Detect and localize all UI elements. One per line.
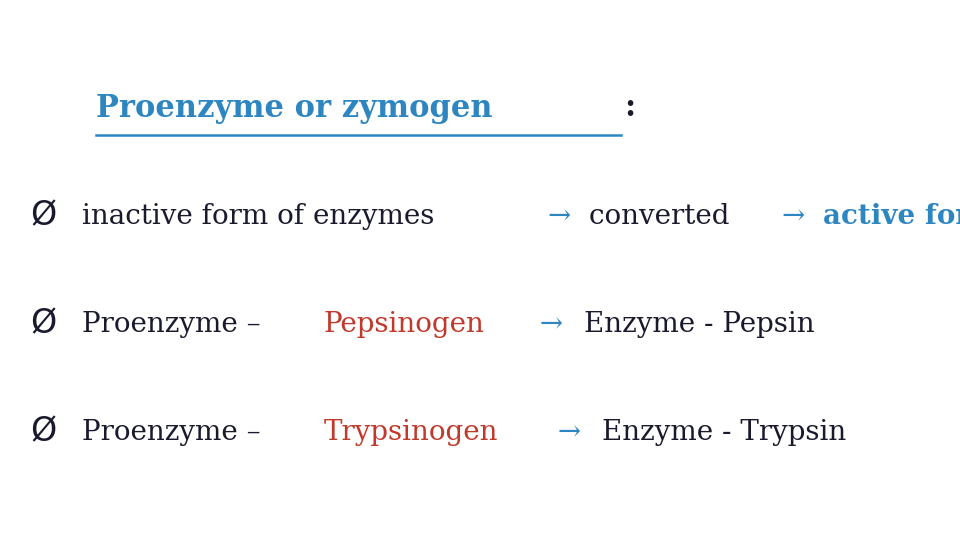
Text: →: → (531, 310, 572, 338)
Text: active form: active form (824, 202, 960, 230)
Text: →: → (549, 418, 589, 445)
Text: inactive form of enzymes: inactive form of enzymes (82, 202, 443, 230)
Text: →: → (782, 202, 814, 230)
Text: Proenzyme or zymogen: Proenzyme or zymogen (96, 92, 503, 124)
Text: Ø: Ø (30, 415, 57, 449)
Text: Pepsinogen: Pepsinogen (324, 310, 485, 338)
Text: Ø: Ø (30, 307, 57, 341)
Text: Enzyme - Trypsin: Enzyme - Trypsin (602, 418, 846, 445)
Text: Proenzyme –: Proenzyme – (82, 310, 269, 338)
Text: converted: converted (589, 202, 738, 230)
Text: Proenzyme –: Proenzyme – (82, 418, 269, 445)
Text: :: : (624, 92, 636, 124)
Text: Enzyme - Pepsin: Enzyme - Pepsin (584, 310, 815, 338)
Text: →: → (548, 202, 580, 230)
Text: Ø: Ø (30, 199, 57, 233)
Text: Trypsinogen: Trypsinogen (324, 418, 498, 445)
